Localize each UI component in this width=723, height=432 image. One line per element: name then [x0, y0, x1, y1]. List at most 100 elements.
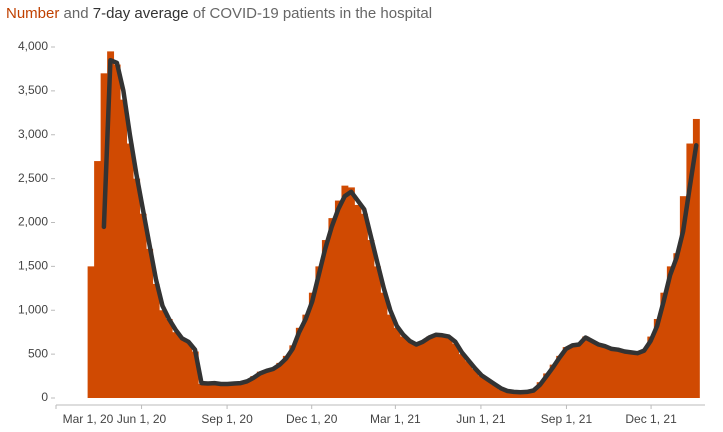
- y-tick-label: 2,500: [18, 171, 48, 185]
- x-tick-label: Mar 1, 21: [370, 412, 421, 426]
- bar: [282, 355, 290, 398]
- bar: [321, 240, 329, 398]
- bar: [491, 384, 499, 398]
- y-tick-label: 1,500: [18, 259, 48, 273]
- x-tick-label: Jun 1, 21: [456, 412, 506, 426]
- bar: [269, 368, 277, 398]
- bar: [302, 314, 310, 398]
- bar: [543, 373, 551, 398]
- bar: [315, 266, 323, 398]
- bar: [113, 64, 121, 399]
- bar: [621, 351, 629, 398]
- bar: [308, 292, 316, 398]
- x-tick-label: Dec 1, 21: [625, 412, 677, 426]
- bar: [250, 376, 258, 398]
- bar: [393, 327, 401, 398]
- bar: [217, 383, 225, 398]
- bar: [627, 352, 635, 398]
- bar: [373, 266, 381, 398]
- bar: [341, 185, 349, 398]
- bar: [139, 213, 147, 398]
- bar: [360, 213, 368, 398]
- bar: [549, 364, 557, 398]
- bar: [523, 391, 531, 398]
- y-tick-label: 4,000: [18, 39, 48, 53]
- bar: [406, 340, 414, 398]
- bar: [237, 382, 245, 398]
- bar: [387, 314, 394, 398]
- bar: [478, 376, 486, 398]
- bar: [660, 292, 668, 398]
- bar: [517, 392, 525, 398]
- title-series-number: Number: [6, 5, 59, 22]
- average-line: [101, 57, 699, 395]
- bar: [198, 383, 206, 398]
- bar: [673, 253, 681, 398]
- bar: [504, 390, 512, 398]
- bar: [536, 382, 544, 398]
- bar: [679, 196, 687, 398]
- bar: [562, 347, 570, 398]
- bar: [640, 349, 648, 398]
- title-text: of COVID-19 patients in the hospital: [193, 5, 432, 22]
- bar: [107, 51, 115, 398]
- bar: [295, 327, 303, 398]
- bar: [445, 336, 453, 398]
- bar: [191, 351, 199, 398]
- bar: [510, 391, 518, 398]
- bar: [133, 178, 141, 398]
- x-tick-label: Sep 1, 21: [541, 412, 593, 426]
- bar: [497, 389, 505, 398]
- bar: [575, 343, 583, 398]
- bar: [204, 383, 212, 398]
- bar: [484, 380, 492, 398]
- bar: [692, 118, 700, 398]
- bar: [647, 336, 655, 398]
- bar: [556, 355, 564, 398]
- bar: [334, 200, 342, 398]
- x-tick-label: Mar 1, 20: [63, 412, 114, 426]
- bar: [608, 348, 616, 398]
- title-connector: and: [64, 5, 89, 22]
- bar: [471, 369, 479, 398]
- bar: [419, 340, 427, 398]
- bar: [276, 362, 284, 398]
- bar: [328, 218, 336, 398]
- bar: [426, 336, 433, 398]
- bar: [165, 319, 173, 398]
- bar: [185, 342, 193, 398]
- bar: [601, 347, 609, 398]
- bar: [465, 361, 473, 398]
- bar: [120, 99, 128, 399]
- bar: [354, 204, 362, 398]
- bar: [152, 283, 160, 398]
- bar: [653, 319, 661, 398]
- y-tick-label: 1,000: [18, 302, 48, 316]
- bar: [413, 345, 420, 398]
- title-series-average: 7-day average: [93, 5, 189, 22]
- bar: [666, 266, 674, 398]
- bar: [530, 390, 538, 398]
- bar: [224, 383, 232, 398]
- bar: [432, 333, 440, 398]
- bar: [588, 341, 596, 398]
- bar: [159, 310, 167, 398]
- x-tick-label: Sep 1, 20: [201, 412, 253, 426]
- bar: [146, 248, 154, 398]
- y-tick-label: 3,500: [18, 83, 48, 97]
- bar: [289, 345, 297, 398]
- y-tick-label: 3,000: [18, 127, 48, 141]
- bar: [230, 383, 238, 398]
- bar: [178, 338, 186, 398]
- bar: [595, 345, 603, 398]
- bar: [400, 336, 407, 398]
- bar: [569, 345, 577, 398]
- bar: [686, 143, 694, 398]
- chart-title: Number and 7-day average of COVID-19 pat…: [6, 5, 432, 22]
- bar: [256, 371, 264, 398]
- bar: [172, 332, 180, 398]
- bar: [243, 380, 251, 398]
- bar: [263, 369, 271, 398]
- bar: [582, 336, 590, 398]
